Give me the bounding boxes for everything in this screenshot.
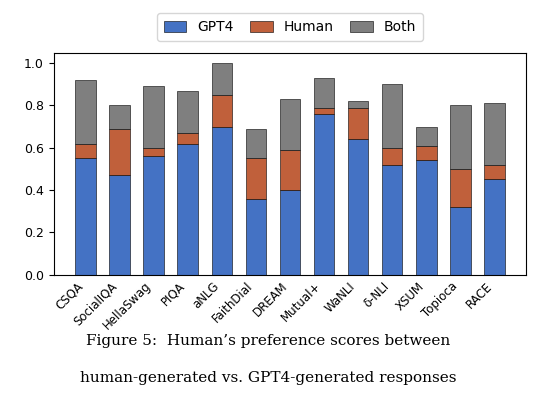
Bar — [212, 95, 232, 126]
Bar — [177, 90, 198, 133]
Bar — [143, 86, 164, 148]
Bar — [382, 148, 403, 165]
Bar — [245, 158, 266, 198]
Bar — [416, 145, 437, 160]
Bar — [450, 105, 471, 169]
Bar — [484, 103, 505, 165]
Bar — [484, 165, 505, 179]
Bar — [75, 80, 96, 143]
Bar — [280, 190, 300, 275]
Bar — [348, 101, 368, 107]
Bar — [177, 133, 198, 143]
Bar — [245, 198, 266, 275]
Bar — [109, 175, 130, 275]
Bar — [177, 143, 198, 275]
Bar — [314, 107, 335, 114]
Bar — [314, 114, 335, 275]
Bar — [382, 84, 403, 148]
Bar — [143, 156, 164, 275]
Bar — [245, 129, 266, 158]
Bar — [109, 129, 130, 175]
Bar — [314, 78, 335, 107]
Bar — [382, 165, 403, 275]
Bar — [109, 105, 130, 129]
Bar — [484, 179, 505, 275]
Text: Figure 5:  Human’s preference scores between: Figure 5: Human’s preference scores betw… — [86, 335, 451, 348]
Bar — [450, 169, 471, 207]
Bar — [348, 139, 368, 275]
Bar — [416, 160, 437, 275]
Bar — [280, 150, 300, 190]
Legend: GPT4, Human, Both: GPT4, Human, Both — [157, 13, 423, 41]
Bar — [75, 143, 96, 158]
Bar — [75, 158, 96, 275]
Bar — [212, 63, 232, 95]
Bar — [280, 99, 300, 150]
Bar — [450, 207, 471, 275]
Bar — [143, 148, 164, 156]
Text: human-generated vs. GPT4-generated responses: human-generated vs. GPT4-generated respo… — [80, 371, 457, 385]
Bar — [212, 126, 232, 275]
Bar — [416, 126, 437, 145]
Bar — [348, 107, 368, 139]
